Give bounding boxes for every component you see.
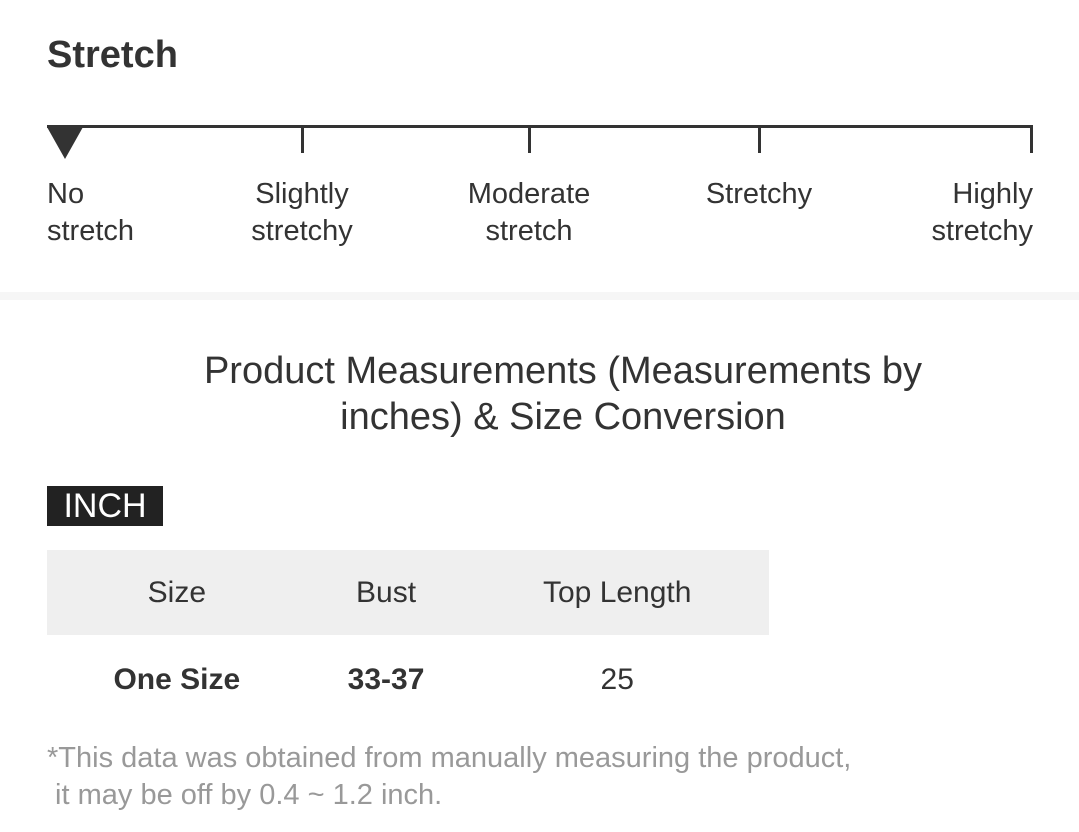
measurement-note: *This data was obtained from manually me… xyxy=(47,740,851,814)
scale-tick xyxy=(758,125,761,153)
heading-line: Product Measurements (Measurements by xyxy=(203,350,923,392)
scale-tick xyxy=(528,125,531,153)
note-line: *This data was obtained from manually me… xyxy=(47,742,852,774)
label-line: Highly xyxy=(952,178,1033,210)
table-header: Size Bust Top Length xyxy=(47,550,769,635)
scale-tick xyxy=(1030,125,1033,153)
label-line: No xyxy=(47,178,85,210)
stretch-label-slightly: Slightly stretchy xyxy=(202,176,402,250)
stretch-label-highly: Highly stretchy xyxy=(931,176,1033,250)
column-header: Bust xyxy=(306,550,466,635)
column-header: Size xyxy=(47,550,307,635)
cell-size: One Size xyxy=(113,663,241,696)
scale-tick xyxy=(301,125,304,153)
label-line: stretchy xyxy=(251,215,353,247)
label-line: Slightly xyxy=(255,178,349,210)
column-header: Top Length xyxy=(465,550,769,635)
label-line: Stretchy xyxy=(705,178,813,210)
label-line: stretchy xyxy=(931,215,1033,247)
stretch-indicator-icon xyxy=(47,127,83,159)
label-line: Moderate xyxy=(467,178,591,210)
stretch-label-no-stretch: No stretch xyxy=(47,176,134,250)
heading-line: inches) & Size Conversion xyxy=(340,396,786,438)
unit-badge: INCH xyxy=(47,486,163,526)
stretch-scale-line xyxy=(47,125,1033,128)
section-divider xyxy=(0,292,1079,300)
label-line: stretch xyxy=(47,215,135,247)
cell-bust: 33-37 xyxy=(347,663,425,696)
stretch-label-moderate: Moderate stretch xyxy=(429,176,629,250)
table-row: One Size 33-37 25 xyxy=(47,635,769,725)
measurements-heading: Product Measurements (Measurements by inc… xyxy=(100,348,1026,440)
cell-top-length: 25 xyxy=(600,663,634,696)
size-table: Size Bust Top Length One Size 33-37 25 xyxy=(47,550,769,725)
stretch-label-stretchy: Stretchy xyxy=(659,176,859,213)
stretch-title: Stretch xyxy=(47,34,178,76)
label-line: stretch xyxy=(485,215,573,247)
note-line: it may be off by 0.4 ~ 1.2 inch. xyxy=(47,779,443,811)
